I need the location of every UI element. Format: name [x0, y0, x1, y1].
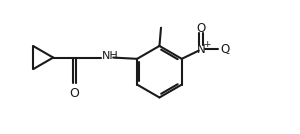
Text: NH: NH	[102, 51, 119, 61]
Text: O: O	[70, 87, 80, 100]
Text: O: O	[196, 23, 206, 36]
Text: N: N	[197, 43, 206, 56]
Text: O: O	[221, 43, 230, 56]
Text: +: +	[203, 40, 211, 49]
Text: -: -	[225, 49, 229, 58]
